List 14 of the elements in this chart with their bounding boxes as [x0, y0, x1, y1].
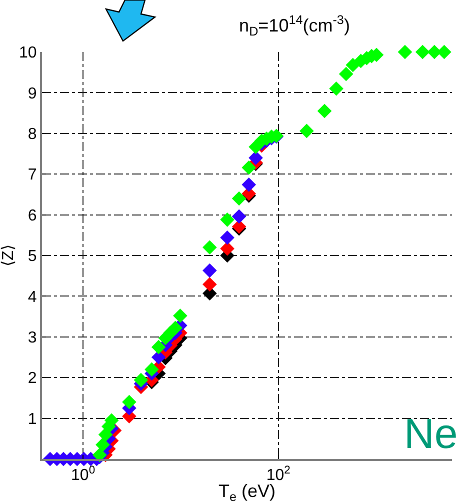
y-axis-title: ⟨Z⟩ — [0, 244, 17, 266]
chart-title: n$_{D}$=10$^{14}$(cm$^{-3}$) — [239, 12, 350, 38]
y-tick-label: 4 — [28, 288, 37, 306]
y-tick-label: 10 — [19, 44, 37, 62]
annotation: Ne — [404, 410, 458, 457]
y-tick-label: 7 — [28, 166, 37, 184]
x-tick-label: 10$^{0}$ — [71, 464, 96, 484]
y-tick-label: 3 — [28, 330, 37, 346]
y-tick-label: 1 — [28, 410, 37, 428]
y-tick-label: 2 — [28, 370, 37, 388]
y-tick-label: 6 — [28, 207, 37, 224]
y-tick-label: 9 — [28, 85, 37, 102]
y-tick-label: 8 — [28, 126, 37, 143]
y-tick-label: 5 — [28, 248, 37, 266]
